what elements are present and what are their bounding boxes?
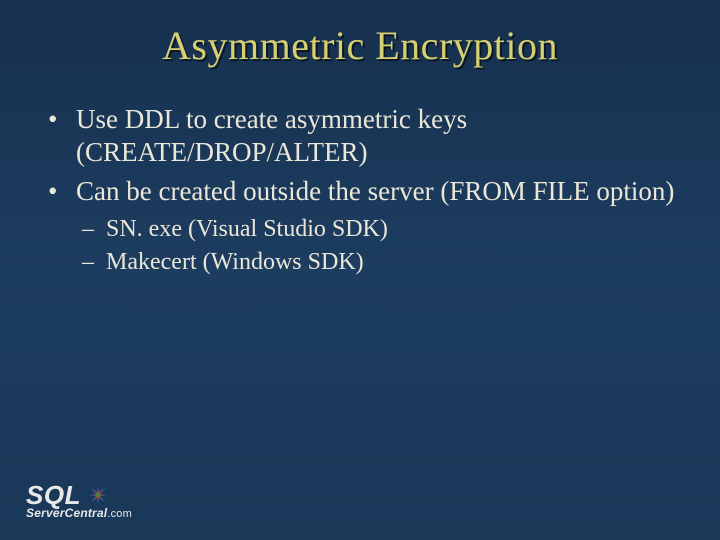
sub-bullet-item: SN. exe (Visual Studio SDK) — [76, 214, 680, 245]
logo-text-central: Central — [65, 506, 108, 520]
bullet-item: Use DDL to create asymmetric keys (CREAT… — [40, 103, 680, 169]
slide-title: Asymmetric Encryption — [0, 0, 720, 69]
bullet-text: Use DDL to create asymmetric keys (CREAT… — [76, 104, 467, 167]
logo-text-sql: SQL — [26, 482, 81, 508]
slide: Asymmetric Encryption Use DDL to create … — [0, 0, 720, 540]
logo-line2: ServerCentral.com — [26, 506, 132, 520]
logo-text-dotcom: .com — [107, 508, 132, 520]
sub-bullet-text: Makecert (Windows SDK) — [106, 249, 364, 275]
bullet-text: Can be created outside the server (FROM … — [76, 176, 674, 206]
bullet-list-level1: Use DDL to create asymmetric keys (CREAT… — [40, 103, 680, 278]
sub-bullet-item: Makecert (Windows SDK) — [76, 247, 680, 278]
logo-text-server: Server — [26, 506, 65, 520]
bullet-item: Can be created outside the server (FROM … — [40, 175, 680, 278]
footer-logo: SQL ServerCentral.com — [26, 482, 132, 520]
logo-line1: SQL — [26, 482, 132, 508]
slide-body: Use DDL to create asymmetric keys (CREAT… — [0, 69, 720, 278]
sub-bullet-text: SN. exe (Visual Studio SDK) — [106, 216, 388, 242]
bullet-list-level2: SN. exe (Visual Studio SDK) Makecert (Wi… — [76, 214, 680, 278]
logo-burst-icon — [87, 484, 109, 506]
